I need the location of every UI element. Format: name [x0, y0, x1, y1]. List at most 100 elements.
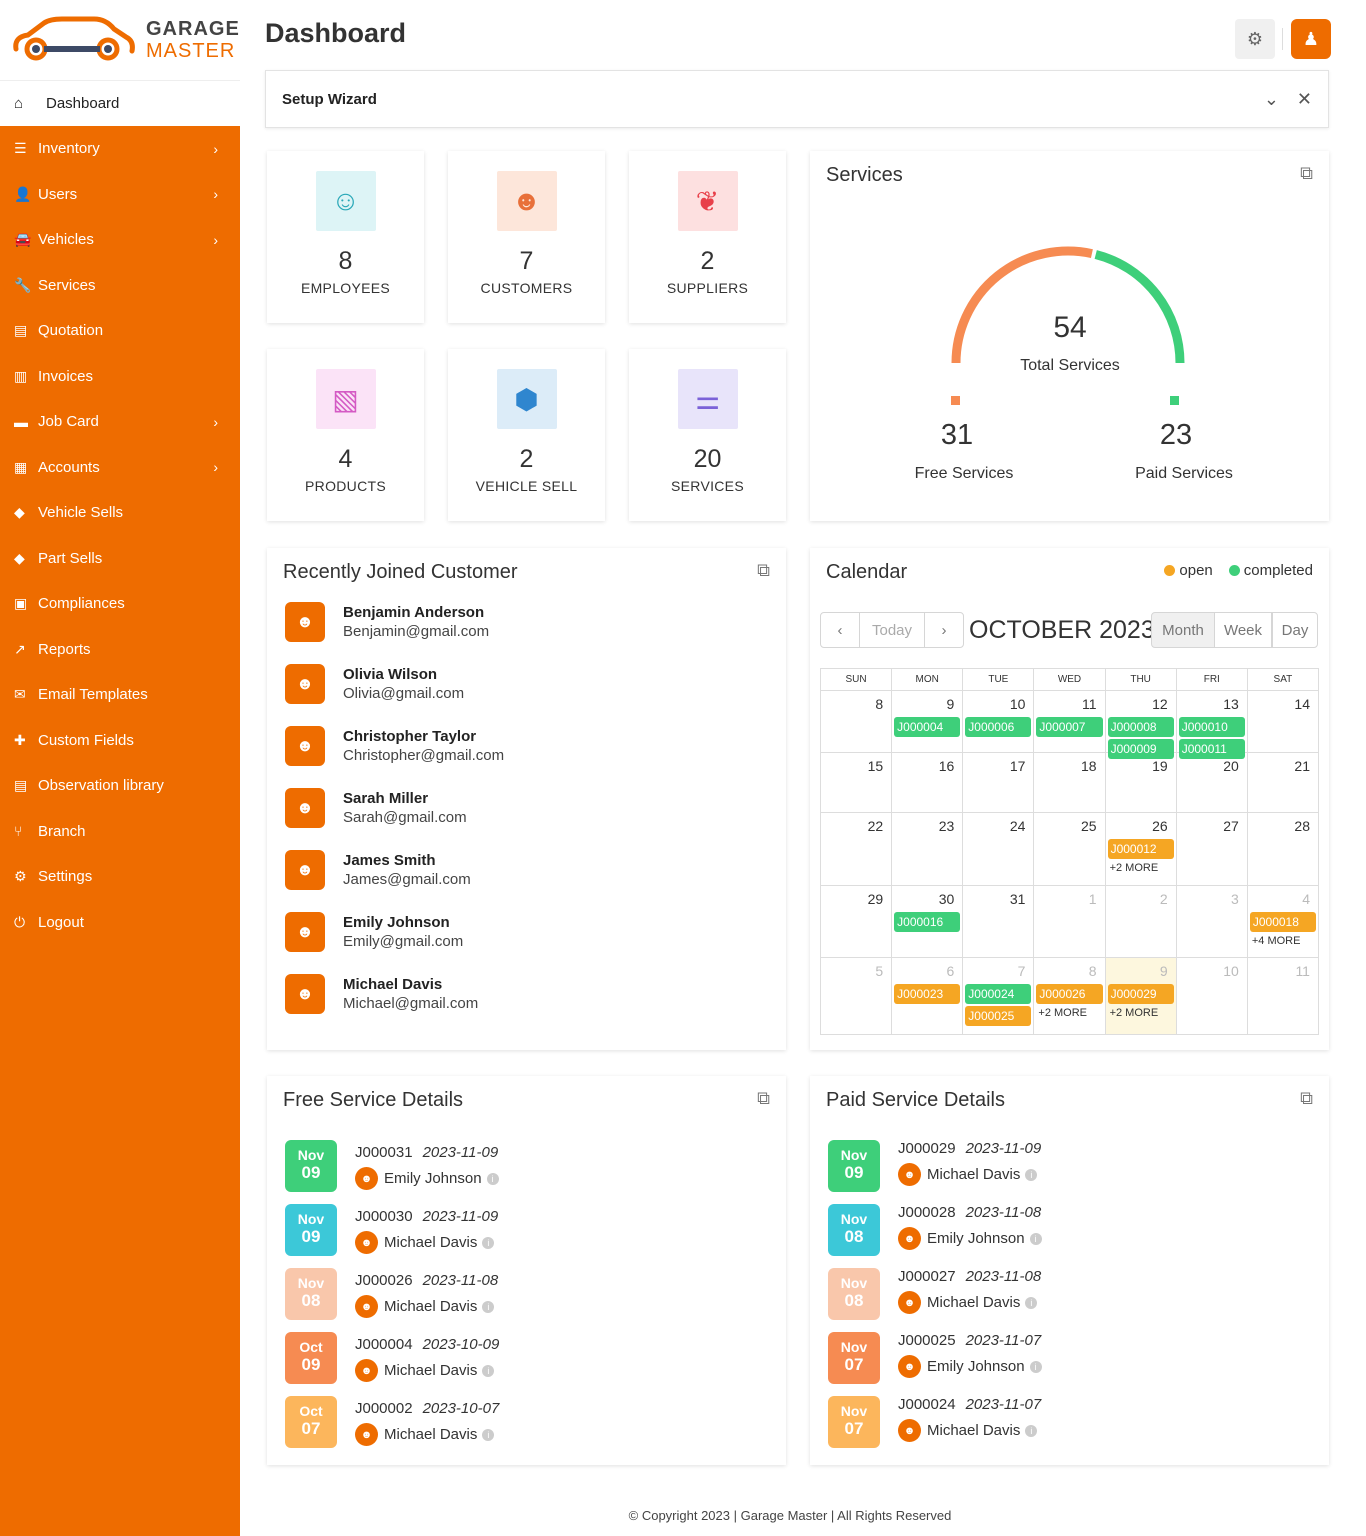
sidebar-item-email-templates[interactable]: ✉ Email Templates: [0, 672, 240, 718]
job-number[interactable]: J000030: [355, 1208, 413, 1225]
sidebar-item-settings[interactable]: ⚙ Settings: [0, 854, 240, 900]
next-button[interactable]: ›: [924, 612, 964, 648]
calendar-event[interactable]: J000029: [1107, 984, 1174, 1004]
service-customer-name[interactable]: Michael Davis: [384, 1362, 478, 1379]
sidebar-item-invoices[interactable]: ▥ Invoices: [0, 354, 240, 400]
calendar-day-cell[interactable]: 29: [821, 886, 893, 958]
job-number[interactable]: J000029: [898, 1140, 956, 1157]
service-list-item[interactable]: Nov 08 J000027 2023-11-08 ☻ Michael Davis i: [828, 1268, 1308, 1320]
job-number[interactable]: J000027: [898, 1268, 956, 1285]
sidebar-item-observation-library[interactable]: ▤ Observation library: [0, 763, 240, 809]
service-list-item[interactable]: Nov 08 J000026 2023-11-08 ☻ Michael Davis i: [285, 1268, 765, 1320]
calendar-day-cell[interactable]: 14: [1247, 691, 1319, 753]
calendar-day-cell[interactable]: 9 J000029 +2 MORE: [1105, 958, 1177, 1035]
calendar-day-cell[interactable]: 1: [1034, 886, 1106, 958]
calendar-day-cell[interactable]: 3: [1176, 886, 1248, 958]
service-customer-name[interactable]: Emily Johnson: [927, 1358, 1025, 1375]
info-icon[interactable]: i: [1025, 1296, 1038, 1309]
calendar-day-cell[interactable]: 13 J000010 J000011: [1176, 691, 1248, 759]
calendar-day-cell[interactable]: 7 J000024 J000025: [963, 958, 1035, 1035]
service-customer-name[interactable]: Michael Davis: [927, 1422, 1021, 1439]
calendar-event[interactable]: J000012: [1107, 839, 1174, 859]
calendar-day-cell[interactable]: 30 J000016: [892, 886, 964, 958]
brand-logo[interactable]: GARAGE MASTER: [0, 0, 240, 80]
calendar-event[interactable]: J000026: [1036, 984, 1103, 1004]
calendar-day-cell[interactable]: 25: [1034, 813, 1106, 886]
sidebar-item-compliances[interactable]: ▣ Compliances: [0, 581, 240, 627]
service-customer-name[interactable]: Michael Davis: [384, 1426, 478, 1443]
customer-list-item[interactable]: ☻ Christopher Taylor Christopher@gmail.com: [285, 715, 504, 777]
close-icon[interactable]: ✕: [1296, 88, 1312, 109]
calendar-day-cell[interactable]: 11 J000007: [1034, 691, 1106, 753]
external-link-icon[interactable]: ⧉: [757, 1088, 770, 1108]
calendar-day-cell[interactable]: 2: [1105, 886, 1177, 958]
external-link-icon[interactable]: ⧉: [1300, 1088, 1313, 1108]
view-month-button[interactable]: Month: [1151, 612, 1215, 648]
service-list-item[interactable]: Oct 09 J000004 2023-10-09 ☻ Michael Davis i: [285, 1332, 765, 1384]
customer-list-item[interactable]: ☻ James Smith James@gmail.com: [285, 839, 471, 901]
calendar-day-cell[interactable]: 18: [1034, 753, 1106, 813]
stat-tile-vehicle-sell[interactable]: ⬢ 2 VEHICLE SELL: [448, 349, 605, 521]
stat-tile-customers[interactable]: ☻ 7 CUSTOMERS: [448, 151, 605, 323]
service-customer-name[interactable]: Michael Davis: [384, 1234, 478, 1251]
calendar-event[interactable]: J000007: [1036, 717, 1103, 737]
more-events-link[interactable]: +4 MORE: [1251, 935, 1301, 947]
external-link-icon[interactable]: ⧉: [1300, 163, 1313, 183]
info-icon[interactable]: i: [1029, 1232, 1042, 1245]
service-list-item[interactable]: Nov 07 J000025 2023-11-07 ☻ Emily Johnson i: [828, 1332, 1308, 1384]
more-events-link[interactable]: +2 MORE: [1109, 1007, 1159, 1019]
sidebar-item-vehicles[interactable]: 🚘 Vehicles ›: [0, 217, 240, 263]
calendar-day-cell[interactable]: 31: [963, 886, 1035, 958]
sidebar-item-reports[interactable]: ↗ Reports: [0, 627, 240, 673]
sidebar-item-services[interactable]: 🔧 Services: [0, 263, 240, 309]
today-button[interactable]: Today: [859, 612, 925, 648]
sidebar-item-custom-fields[interactable]: ✚ Custom Fields: [0, 718, 240, 764]
calendar-day-cell[interactable]: 12 J000008 J000009: [1105, 691, 1177, 759]
sidebar-item-part-sells[interactable]: ◆ Part Sells: [0, 536, 240, 582]
info-icon[interactable]: i: [482, 1236, 495, 1249]
sidebar-item-logout[interactable]: ⏻ Logout: [0, 900, 240, 946]
sidebar-item-inventory[interactable]: ☰ Inventory ›: [0, 126, 240, 172]
service-customer-name[interactable]: Michael Davis: [384, 1298, 478, 1315]
prev-button[interactable]: ‹: [820, 612, 860, 648]
calendar-day-cell[interactable]: 8 J000026 +2 MORE: [1034, 958, 1106, 1035]
service-list-item[interactable]: Oct 07 J000002 2023-10-07 ☻ Michael Davis i: [285, 1396, 765, 1448]
calendar-day-cell[interactable]: 10: [1176, 958, 1248, 1035]
info-icon[interactable]: i: [1025, 1424, 1038, 1437]
calendar-day-cell[interactable]: 26 J000012 +2 MORE: [1105, 813, 1177, 886]
service-customer-name[interactable]: Michael Davis: [927, 1166, 1021, 1183]
chevron-down-icon[interactable]: ⌄: [1263, 88, 1279, 109]
service-customer-name[interactable]: Michael Davis: [927, 1294, 1021, 1311]
calendar-day-cell[interactable]: 16: [892, 753, 964, 813]
job-number[interactable]: J000031: [355, 1144, 413, 1161]
sidebar-item-users[interactable]: 👤 Users ›: [0, 172, 240, 218]
more-events-link[interactable]: +2 MORE: [1038, 1007, 1088, 1019]
info-icon[interactable]: i: [482, 1364, 495, 1377]
calendar-day-cell[interactable]: 22: [821, 813, 893, 886]
info-icon[interactable]: i: [486, 1172, 499, 1185]
calendar-event[interactable]: J000008: [1107, 717, 1174, 737]
calendar-day-cell[interactable]: 28: [1247, 813, 1319, 886]
calendar-event[interactable]: J000009: [1107, 739, 1174, 759]
sidebar-item-dashboard[interactable]: ⌂ Dashboard: [0, 80, 240, 126]
job-number[interactable]: J000026: [355, 1272, 413, 1289]
customer-list-item[interactable]: ☻ Michael Davis Michael@gmail.com: [285, 963, 478, 1025]
calendar-day-cell[interactable]: 5: [821, 958, 893, 1035]
calendar-day-cell[interactable]: 23: [892, 813, 964, 886]
calendar-event[interactable]: J000004: [894, 717, 961, 737]
info-icon[interactable]: i: [1029, 1360, 1042, 1373]
stat-tile-products[interactable]: ▧ 4 PRODUCTS: [267, 349, 424, 521]
calendar-day-cell[interactable]: 9 J000004: [892, 691, 964, 753]
calendar-event[interactable]: J000023: [894, 984, 961, 1004]
sidebar-item-quotation[interactable]: ▤ Quotation: [0, 308, 240, 354]
customer-list-item[interactable]: ☻ Sarah Miller Sarah@gmail.com: [285, 777, 467, 839]
view-week-button[interactable]: Week: [1214, 612, 1272, 648]
stat-tile-suppliers[interactable]: ❦ 2 SUPPLIERS: [629, 151, 786, 323]
user-menu-button[interactable]: ♟: [1291, 19, 1331, 59]
info-icon[interactable]: i: [482, 1428, 495, 1441]
service-list-item[interactable]: Nov 09 J000030 2023-11-09 ☻ Michael Davis i: [285, 1204, 765, 1256]
calendar-day-cell[interactable]: 19: [1105, 753, 1177, 813]
calendar-day-cell[interactable]: 8: [821, 691, 893, 753]
sidebar-item-job-card[interactable]: ▬ Job Card ›: [0, 399, 240, 445]
calendar-day-cell[interactable]: 24: [963, 813, 1035, 886]
